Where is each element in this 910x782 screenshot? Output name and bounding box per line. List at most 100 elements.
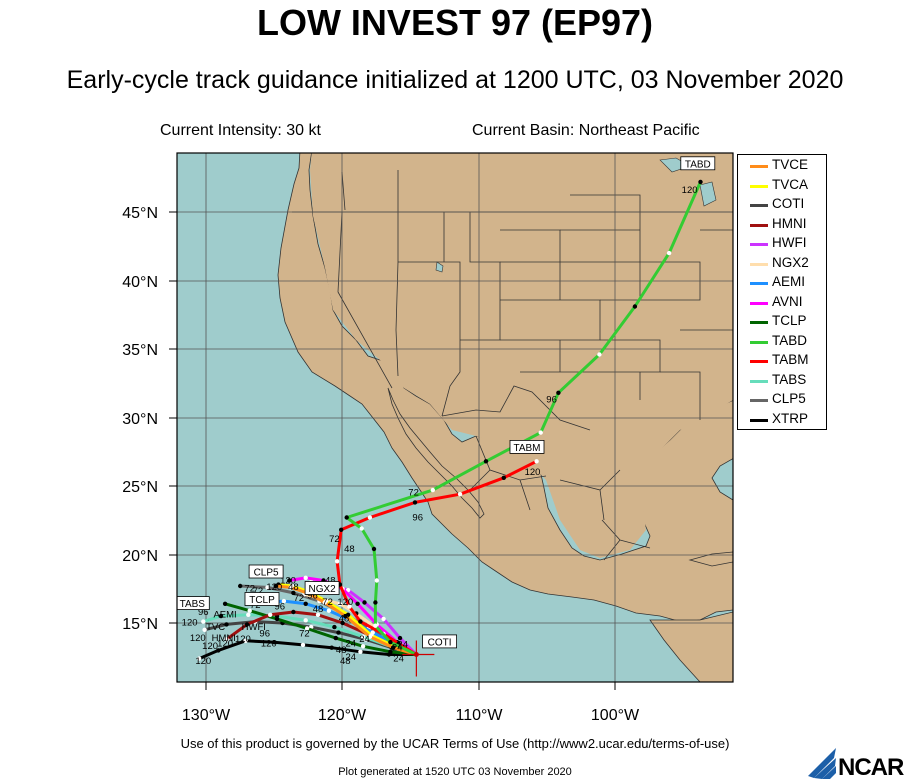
map-annotation-label: 48 <box>288 582 299 593</box>
lat-label-15: 15°N <box>122 616 158 633</box>
map-annotation-label: 24 <box>346 638 357 649</box>
track-point <box>265 585 270 590</box>
track-point <box>362 600 367 605</box>
track-point <box>329 645 334 650</box>
map-annotation-label: TVC <box>206 622 225 633</box>
lat-label-45: 45°N <box>122 205 158 222</box>
track-point <box>457 492 463 497</box>
model-label-box <box>509 439 545 454</box>
track-point <box>355 601 360 606</box>
track-tclp <box>223 602 418 656</box>
legend-swatch <box>750 301 768 305</box>
map-subtitle: Early-cycle track guidance initialized a… <box>66 66 844 94</box>
forecast-hour-label: 72 <box>244 584 255 595</box>
track-point <box>371 546 377 552</box>
lat-label-20: 20°N <box>122 548 158 565</box>
legend-swatch <box>750 165 768 168</box>
forecast-hour-label: 120 <box>195 656 211 667</box>
track-point <box>334 559 340 564</box>
track-point <box>538 430 543 435</box>
track-point <box>340 620 345 626</box>
track-point <box>238 583 243 589</box>
track-point <box>332 624 337 630</box>
map-annotation-label: AEMI <box>213 610 236 621</box>
track-point <box>388 649 393 654</box>
track-point <box>358 649 363 654</box>
track-point <box>597 352 602 357</box>
legend-label: TVCE <box>772 157 809 172</box>
map-annotation-label: 96 <box>275 601 286 612</box>
track-point <box>315 612 321 617</box>
legend-swatch <box>750 321 768 324</box>
track-point <box>201 619 206 624</box>
lat-label-25: 25°N <box>122 479 158 496</box>
map-annotation-label: 48 <box>313 604 324 615</box>
forecast-hour-label: 48 <box>336 645 347 656</box>
track-point <box>344 515 349 520</box>
track-point <box>291 609 296 615</box>
track-point <box>202 627 207 632</box>
legend-label: TABS <box>772 371 807 387</box>
forecast-hour-label: 72 <box>299 629 310 640</box>
map-annotation-label: 72 <box>253 586 264 597</box>
track-point <box>326 608 332 613</box>
track-point <box>244 622 250 627</box>
terms-of-use: Use of this product is governed by the U… <box>180 736 730 751</box>
track-point <box>337 601 343 606</box>
track-point <box>291 590 296 596</box>
track-point <box>268 612 273 617</box>
legend-swatch <box>750 262 768 266</box>
ncar-logo-icon <box>808 748 836 779</box>
legend-label: CLP5 <box>772 391 806 406</box>
track-point <box>272 640 277 645</box>
forecast-hour-label: 24 <box>393 653 404 664</box>
legend-swatch <box>750 184 768 188</box>
track-point <box>501 475 506 480</box>
axis-ticks <box>169 211 616 690</box>
legend-swatch <box>750 379 768 383</box>
track-point <box>358 619 363 624</box>
map-annotation-label: 48 <box>340 656 351 667</box>
map-annotation-label: 120 <box>235 634 251 645</box>
forecast-hour-label: 96 <box>546 394 557 405</box>
track-point <box>303 575 308 580</box>
track-point <box>303 601 308 606</box>
model-name-boxes: TABD TABM NGX2 CLP5 TCLP TABS COTI <box>177 156 716 649</box>
track-point <box>303 618 308 623</box>
map-annotation-label: 24 <box>346 652 357 663</box>
land-mainland-interior <box>310 153 733 558</box>
track-point <box>274 616 280 622</box>
model-label-box <box>422 634 458 649</box>
forecast-hour-label: 96 <box>307 590 318 601</box>
track-point <box>336 630 341 635</box>
track-point <box>367 634 373 639</box>
model-label-text: CLP5 <box>254 568 279 579</box>
track-point <box>373 600 378 605</box>
legend-label: TABM <box>772 352 809 367</box>
legend-swatch <box>750 340 768 344</box>
model-label-text: COTI <box>428 637 452 648</box>
current-position <box>402 640 435 677</box>
forecast-hour-label: 120 <box>525 467 541 478</box>
forecast-hour-label: 120 <box>337 597 353 608</box>
lon-label-100: 100°W <box>591 707 640 724</box>
map-annotation-label: 24 <box>359 634 370 645</box>
legend-swatch <box>750 204 768 207</box>
legend-swatch <box>750 399 768 402</box>
track-point <box>374 578 379 583</box>
track-point <box>556 390 561 395</box>
current-basin: Current Basin: Northeast Pacific <box>472 122 700 139</box>
model-label-box <box>244 592 280 606</box>
legend-label: AVNI <box>772 293 803 309</box>
track-point <box>343 613 348 619</box>
track-point <box>397 635 403 641</box>
track-point <box>347 604 352 609</box>
forecast-hour-labels: 2412048120721207212012096482448729612024… <box>182 185 698 667</box>
track-point <box>360 644 366 649</box>
track-point <box>304 626 310 631</box>
track-point <box>359 526 364 531</box>
track-point <box>412 500 418 505</box>
legend-swatch <box>750 223 768 227</box>
track-point <box>430 487 435 493</box>
legend-swatch <box>750 282 768 285</box>
